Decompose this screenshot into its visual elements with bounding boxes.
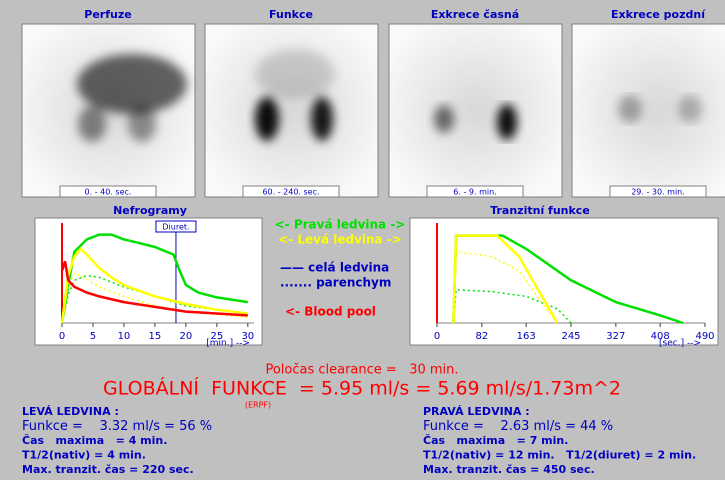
clearance: Poločas clearance = 30 min.: [265, 363, 458, 378]
x-tick-label: 0: [59, 331, 65, 342]
chart-title: Tranzitní funkce: [490, 204, 590, 217]
activity-blob: [255, 97, 279, 141]
chart-frame: [409, 217, 719, 346]
legend-text: <- Levá ledvina ->: [278, 233, 402, 247]
scan-activity: [618, 95, 702, 123]
x-tick-label: 20: [180, 331, 193, 342]
series-line: [61, 274, 248, 324]
activity-blob: [128, 106, 156, 142]
kidney-result: Funkce = 3.32 ml/s = 56 %: [22, 419, 212, 434]
scan-image: [571, 23, 725, 198]
kidney-result: Funkce = 2.63 ml/s = 44 %: [423, 419, 613, 434]
x-tick-label: 15: [149, 331, 162, 342]
x-axis-label: [min.] -->: [206, 339, 250, 349]
scan-activity: [434, 104, 517, 140]
x-tick-label: 0: [434, 331, 440, 342]
marker-label: Diuret.: [162, 223, 189, 232]
kidney-result: PRAVÁ LEDVINA :: [423, 405, 530, 418]
legend-text: <- Pravá ledvina ->: [275, 218, 406, 232]
x-tick-label: 30: [241, 331, 254, 342]
scan-activity: [77, 54, 187, 142]
time-label-box: [609, 185, 707, 198]
panel-title: Exkrece časná: [431, 8, 519, 21]
x-tick-label: 82: [475, 331, 488, 342]
activity-blob: [434, 105, 454, 133]
kidney-result: Čas maxima = 7 min.: [423, 434, 568, 447]
x-tick-label: 408: [651, 331, 670, 342]
x-tick-label: 327: [606, 331, 625, 342]
x-tick-label: 163: [517, 331, 536, 342]
activity-blob: [77, 54, 187, 114]
legend-text: ....... parenchym: [280, 276, 391, 290]
activity-blob: [255, 49, 335, 99]
panel-title: Exkrece pozdní: [611, 8, 706, 21]
scan-image: [388, 23, 563, 198]
series-line: [60, 247, 248, 324]
series-line: [60, 260, 248, 317]
time-label: 60. - 240. sec.: [262, 188, 319, 197]
legend-text: —— celá ledvina: [280, 261, 389, 275]
x-tick-label: 5: [90, 331, 96, 342]
activity-blob: [311, 97, 333, 141]
kidney-result: LEVÁ LEDVINA :: [22, 405, 119, 418]
kidney-result: T1/2(nativ) = 4 min.: [22, 449, 146, 462]
legend-text: <- Blood pool: [285, 305, 376, 319]
marker-label-box: [155, 220, 197, 233]
x-tick-label: 10: [118, 331, 131, 342]
time-label: 29. - 30. min.: [631, 188, 685, 197]
x-axis-label: [sec.] -->: [659, 339, 701, 349]
panel-title: Funkce: [269, 8, 313, 21]
chart-frame: [34, 217, 263, 346]
kidney-result: T1/2(nativ) = 12 min. T1/2(diuret) = 2 m…: [423, 449, 696, 462]
kidney-result: Čas maxima = 4 min.: [22, 434, 167, 447]
kidney-result: Max. tranzit. čas = 220 sec.: [22, 463, 194, 476]
activity-blob: [618, 95, 642, 123]
activity-blob: [78, 106, 106, 142]
series-line: [452, 289, 572, 324]
global-function: GLOBÁLNÍ FUNKCE = 5.95 ml/s = 5.69 ml/s/…: [103, 377, 621, 400]
time-label: 0. - 40. sec.: [85, 188, 132, 197]
scan-activity: [255, 49, 335, 141]
activity-blob: [678, 95, 702, 123]
x-tick-label: 25: [210, 331, 223, 342]
activity-blob: [497, 104, 517, 140]
series-line: [60, 233, 248, 324]
time-label-box: [242, 185, 340, 198]
series-line: [452, 234, 559, 324]
erpf-note: (ERPF): [245, 401, 271, 410]
kidney-result: Max. tranzit. čas = 450 sec.: [423, 463, 595, 476]
panel-title: Perfuze: [84, 8, 131, 21]
time-label-box: [59, 185, 157, 198]
time-label: 6. - 9. min.: [453, 188, 496, 197]
x-tick-label: 245: [561, 331, 580, 342]
chart-title: Nefrogramy: [113, 204, 187, 217]
time-label-box: [426, 185, 524, 198]
x-tick-label: 490: [695, 331, 714, 342]
